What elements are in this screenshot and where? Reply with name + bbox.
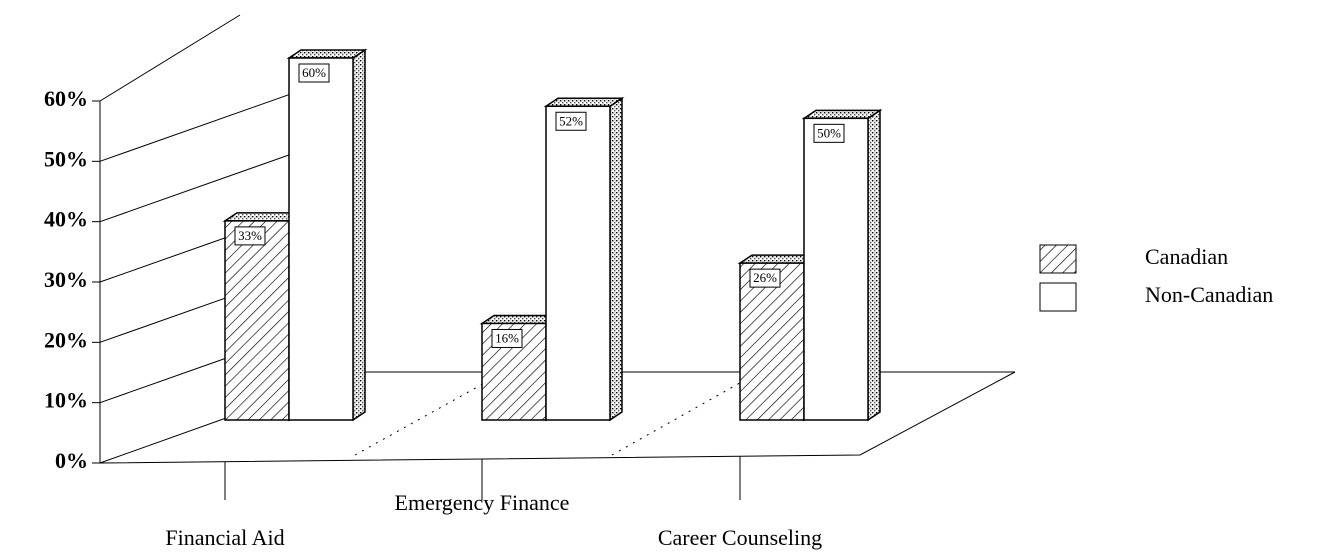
bar-front — [288, 57, 354, 421]
bar — [286, 48, 368, 422]
bar — [543, 96, 625, 422]
bar — [801, 108, 883, 422]
legend-label: Non-Canadian — [1145, 282, 1273, 307]
value-label-box — [298, 63, 330, 83]
legend-label: Canadian — [1145, 244, 1228, 269]
legend-swatch — [1039, 282, 1077, 312]
y-tick-label: 50% — [44, 146, 88, 171]
y-tick-label: 0% — [55, 448, 88, 473]
value-label: 52% — [559, 113, 583, 128]
y-tick-label: 10% — [44, 388, 88, 413]
x-tick-label: Emergency Finance — [395, 490, 570, 515]
y-tick-label: 60% — [44, 86, 88, 111]
value-label-box — [813, 123, 845, 143]
x-tick-label: Financial Aid — [165, 525, 284, 550]
bar-side — [352, 48, 366, 422]
bar-front — [224, 220, 290, 421]
bar-top — [286, 49, 368, 59]
bar-top — [543, 97, 625, 108]
value-label: 60% — [302, 65, 326, 80]
floor-divider — [354, 379, 491, 456]
value-label: 26% — [753, 270, 777, 285]
value-label: 50% — [817, 125, 841, 140]
bar-top — [801, 109, 883, 120]
legend-swatch — [1039, 244, 1077, 274]
y-tick-label: 30% — [44, 267, 88, 292]
bar-side — [867, 108, 881, 422]
grid-line — [99, 14, 241, 102]
floor-divider — [611, 379, 746, 456]
bar-side — [609, 96, 623, 422]
x-tick-label: Career Counseling — [658, 525, 822, 550]
value-label: 16% — [495, 330, 519, 345]
bar-front — [739, 262, 805, 421]
y-tick-label: 20% — [44, 327, 88, 352]
value-label: 33% — [238, 228, 262, 243]
value-label-box — [555, 111, 587, 131]
value-label-box — [749, 268, 781, 288]
value-label-box — [234, 226, 266, 246]
value-label-box — [491, 328, 523, 348]
y-tick-label: 40% — [44, 207, 88, 232]
bar-front — [545, 105, 611, 421]
bar-front — [803, 117, 869, 421]
